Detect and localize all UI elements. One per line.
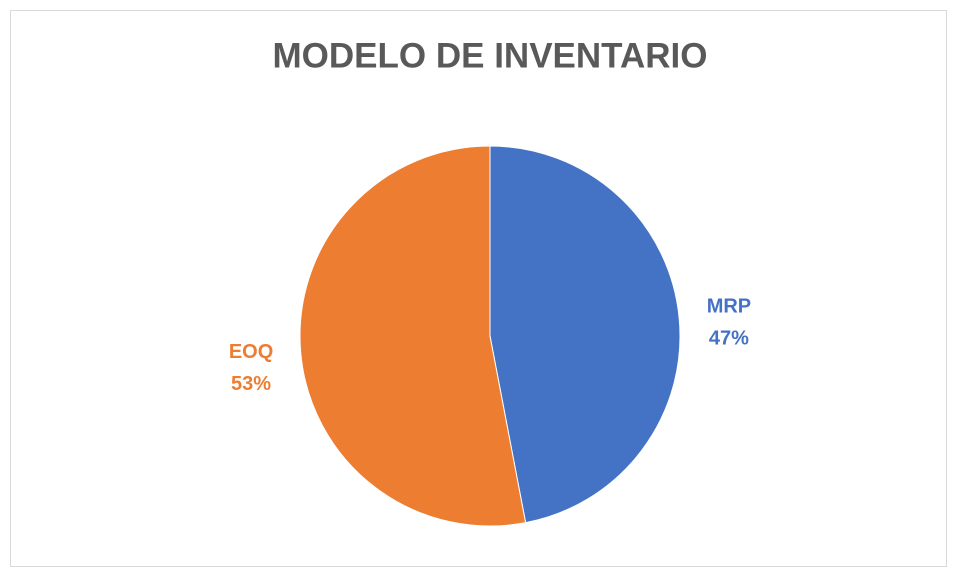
data-label-value: 47%: [709, 328, 749, 350]
data-label-category: EOQ: [229, 341, 273, 363]
chart-title: MODELO DE INVENTARIO: [273, 36, 708, 75]
data-label-category: MRP: [707, 296, 751, 318]
data-label-value: 53%: [231, 373, 271, 395]
pie-slice: [489, 145, 681, 524]
pie-slice: [299, 145, 527, 527]
